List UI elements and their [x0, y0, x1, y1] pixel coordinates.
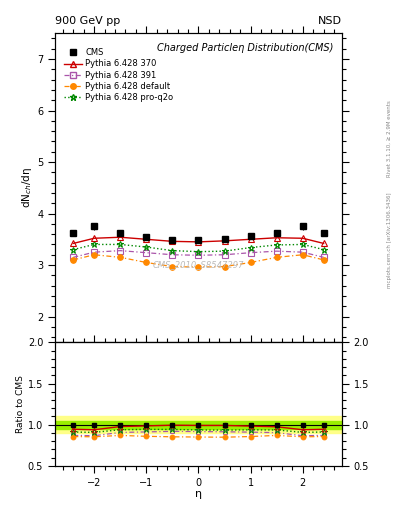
Bar	[55, 420, 342, 429]
Text: mcplots.cern.ch [arXiv:1306.3436]: mcplots.cern.ch [arXiv:1306.3436]	[387, 193, 391, 288]
Bar	[55, 416, 342, 433]
Y-axis label: dN$_{ch}$/dη: dN$_{ch}$/dη	[20, 167, 34, 208]
X-axis label: η: η	[195, 489, 202, 499]
Text: Rivet 3.1.10, ≥ 2.9M events: Rivet 3.1.10, ≥ 2.9M events	[387, 100, 391, 177]
Text: CMS_2010_S8547297: CMS_2010_S8547297	[153, 261, 244, 269]
Y-axis label: Ratio to CMS: Ratio to CMS	[16, 375, 25, 433]
Legend: CMS, Pythia 6.428 370, Pythia 6.428 391, Pythia 6.428 default, Pythia 6.428 pro-: CMS, Pythia 6.428 370, Pythia 6.428 391,…	[62, 47, 175, 103]
Text: Charged Particleη Distribution(CMS): Charged Particleη Distribution(CMS)	[157, 42, 333, 53]
Text: NSD: NSD	[318, 15, 342, 26]
Text: 900 GeV pp: 900 GeV pp	[55, 15, 120, 26]
